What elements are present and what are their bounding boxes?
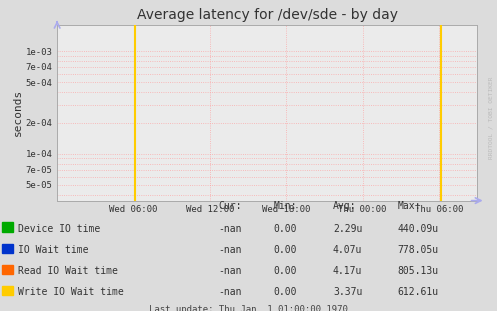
Text: Device IO time: Device IO time [18, 224, 100, 234]
Text: Cur:: Cur: [219, 202, 242, 211]
Text: 612.61u: 612.61u [398, 287, 439, 297]
Text: 805.13u: 805.13u [398, 266, 439, 276]
Text: Last update: Thu Jan  1 01:00:00 1970: Last update: Thu Jan 1 01:00:00 1970 [149, 305, 348, 311]
Text: IO Wait time: IO Wait time [18, 245, 89, 255]
Text: 2.29u: 2.29u [333, 224, 362, 234]
Y-axis label: seconds: seconds [12, 89, 23, 136]
Text: 3.37u: 3.37u [333, 287, 362, 297]
Text: 0.00: 0.00 [273, 287, 297, 297]
Title: Average latency for /dev/sde - by day: Average latency for /dev/sde - by day [137, 8, 398, 22]
Text: 0.00: 0.00 [273, 245, 297, 255]
Text: Min:: Min: [273, 202, 297, 211]
Text: -nan: -nan [219, 266, 242, 276]
Text: Read IO Wait time: Read IO Wait time [18, 266, 118, 276]
Text: Max:: Max: [398, 202, 421, 211]
Text: 440.09u: 440.09u [398, 224, 439, 234]
Text: 4.17u: 4.17u [333, 266, 362, 276]
Text: -nan: -nan [219, 224, 242, 234]
Text: Write IO Wait time: Write IO Wait time [18, 287, 124, 297]
Text: 778.05u: 778.05u [398, 245, 439, 255]
Text: Avg:: Avg: [333, 202, 356, 211]
Text: 0.00: 0.00 [273, 266, 297, 276]
Text: -nan: -nan [219, 287, 242, 297]
Text: 4.07u: 4.07u [333, 245, 362, 255]
Text: 0.00: 0.00 [273, 224, 297, 234]
Text: RRDTOOL / TOBI OETIKER: RRDTOOL / TOBI OETIKER [489, 77, 494, 160]
Text: -nan: -nan [219, 245, 242, 255]
